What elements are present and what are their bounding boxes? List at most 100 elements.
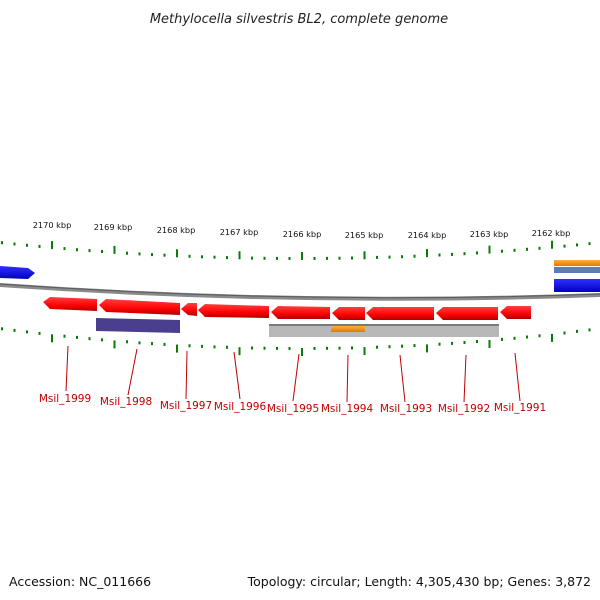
- leader-line: [185, 350, 188, 400]
- gene-arrow: [436, 307, 498, 320]
- minor-tick: [526, 335, 528, 339]
- lower-tick-row: [1, 327, 591, 356]
- minor-tick: [263, 346, 266, 350]
- kbp-label: 2170 kbp: [33, 220, 72, 230]
- gene-label-msil-1991: Msil_1991: [494, 402, 546, 414]
- major-tick: [488, 245, 491, 254]
- minor-tick: [201, 344, 203, 348]
- steelblue-feature: [554, 267, 600, 273]
- minor-tick: [376, 255, 378, 259]
- minor-tick: [251, 256, 253, 260]
- minor-tick: [1, 327, 3, 331]
- blue-gene-arrow: [0, 266, 35, 279]
- minor-tick: [263, 256, 266, 260]
- kbp-label: 2167 kbp: [220, 227, 259, 237]
- minor-tick: [213, 255, 216, 259]
- minor-tick: [226, 345, 228, 349]
- minor-tick: [38, 244, 41, 248]
- gray-feature-band: [269, 324, 499, 337]
- minor-tick: [501, 249, 503, 253]
- major-tick: [176, 249, 178, 258]
- upper-tick-row: [1, 240, 591, 260]
- kbp-label: 2168 kbp: [157, 225, 196, 235]
- leader-line: [514, 352, 521, 402]
- major-tick: [51, 241, 53, 250]
- accession-text: Accession: NC_011666: [9, 574, 151, 589]
- minor-tick: [88, 249, 91, 253]
- kbp-label: 2163 kbp: [470, 229, 509, 239]
- minor-tick: [38, 331, 41, 335]
- minor-tick: [126, 251, 128, 255]
- minor-tick: [1, 241, 3, 245]
- minor-tick: [588, 328, 591, 332]
- gene-arrow: [181, 303, 197, 316]
- minor-tick: [588, 242, 591, 246]
- minor-tick: [576, 243, 578, 247]
- minor-tick: [101, 338, 103, 342]
- minor-tick: [438, 342, 441, 346]
- genome-backbone: [0, 283, 600, 301]
- kbp-label: 2165 kbp: [345, 230, 384, 240]
- minor-tick: [26, 243, 28, 247]
- kbp-label: 2164 kbp: [408, 230, 447, 240]
- minor-tick: [538, 246, 541, 250]
- minor-tick: [338, 256, 341, 260]
- minor-tick: [538, 334, 541, 338]
- minor-tick: [13, 242, 16, 246]
- minor-tick: [26, 330, 28, 334]
- major-tick: [51, 334, 53, 343]
- leader-line: [463, 354, 467, 403]
- minor-tick: [476, 251, 478, 255]
- minor-tick: [563, 331, 566, 335]
- leader-line: [346, 354, 349, 403]
- minor-tick: [188, 344, 191, 348]
- gene-arrow: [43, 297, 97, 311]
- upper-strand-features: [0, 260, 600, 292]
- minor-tick: [251, 346, 253, 350]
- major-tick: [426, 249, 428, 258]
- minor-tick: [138, 341, 141, 345]
- map-title: Methylocella silvestris BL2, complete ge…: [150, 12, 448, 27]
- minor-tick: [88, 337, 91, 341]
- minor-tick: [63, 334, 66, 338]
- gene-arrow: [500, 306, 531, 319]
- major-tick: [363, 251, 366, 260]
- minor-tick: [188, 254, 191, 258]
- minor-tick: [388, 345, 391, 349]
- genome-backbone-edge: [0, 283, 600, 299]
- minor-tick: [413, 344, 416, 348]
- gene-label-msil-1995: Msil_1995: [267, 403, 319, 415]
- minor-tick: [201, 255, 203, 259]
- minor-tick: [413, 254, 416, 258]
- minor-tick: [401, 344, 403, 348]
- leader-line: [127, 348, 138, 396]
- major-tick: [301, 252, 303, 260]
- topology-text: Topology: circular; Length: 4,305,430 bp…: [247, 574, 591, 589]
- minor-tick: [463, 252, 466, 256]
- minor-tick: [163, 253, 166, 257]
- gene-label-leaders: [65, 345, 521, 403]
- major-tick: [426, 344, 428, 353]
- gene-label-msil-1992: Msil_1992: [438, 403, 490, 415]
- minor-tick: [163, 342, 166, 346]
- kbp-label: 2169 kbp: [94, 222, 133, 232]
- orange-feature: [554, 260, 600, 266]
- minor-tick: [576, 329, 578, 333]
- minor-tick: [563, 244, 566, 248]
- gene-label-msil-1993: Msil_1993: [380, 403, 432, 415]
- minor-tick: [438, 253, 441, 257]
- minor-tick: [126, 340, 128, 344]
- minor-tick: [288, 347, 291, 350]
- gene-arrows: [43, 297, 531, 320]
- minor-tick: [76, 248, 78, 252]
- minor-tick: [326, 346, 328, 350]
- major-tick: [113, 245, 116, 254]
- minor-tick: [13, 328, 16, 332]
- minor-tick: [151, 342, 153, 346]
- leader-line: [399, 354, 406, 403]
- minor-tick: [388, 255, 391, 259]
- minor-tick: [76, 335, 78, 339]
- major-tick: [113, 340, 116, 349]
- secondary-features: [96, 318, 499, 337]
- minor-tick: [63, 247, 66, 251]
